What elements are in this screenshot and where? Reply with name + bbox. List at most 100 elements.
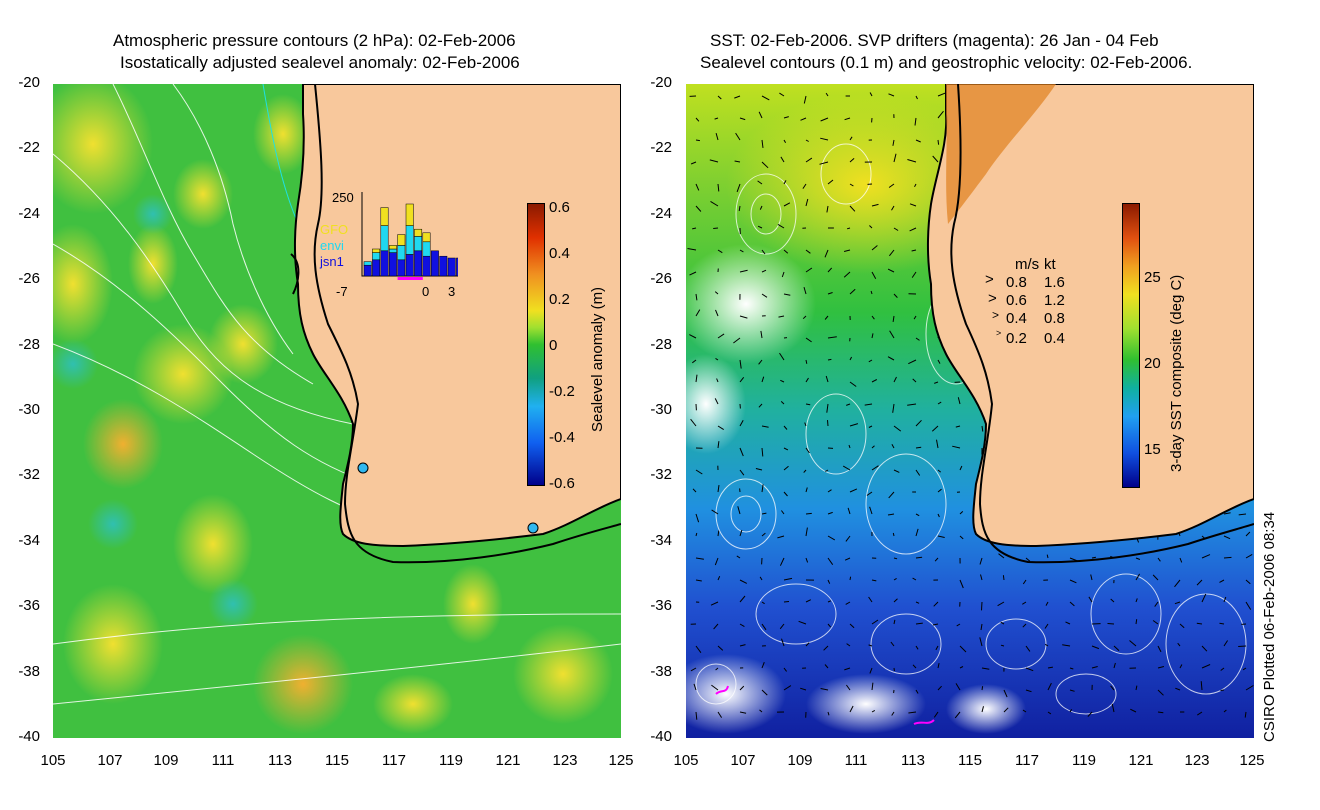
velocity-arrow: [871, 579, 877, 582]
velocity-arrow: [738, 205, 741, 212]
velocity-arrow: [805, 377, 809, 383]
velocity-arrow: [1047, 711, 1052, 715]
velocity-arrow: [803, 95, 807, 104]
velocity-arrow: [893, 153, 897, 163]
velocity-arrow: [805, 512, 812, 515]
velocity-arrow: [710, 601, 719, 606]
velocity-arrow: [871, 682, 874, 691]
velocity-arrow: [955, 425, 961, 428]
velocity-arrow: [820, 137, 829, 141]
velocity-arrow: [1197, 711, 1203, 716]
velocity-arrow: [1000, 621, 1005, 625]
velocity-arrow: [803, 286, 807, 295]
right-ytick-7: -34: [650, 532, 672, 549]
velocity-arrow: [1091, 666, 1098, 669]
right-xtick-7: 119: [1072, 752, 1096, 769]
velocity-arrow: [761, 601, 765, 605]
velocity-arrow: [959, 579, 964, 589]
velocity-arrow: [781, 638, 785, 647]
velocity-arrow: [1025, 667, 1034, 672]
velocity-arrow: [915, 446, 922, 449]
right-xtick-6: 117: [1015, 752, 1039, 769]
velocity-arrow: [891, 711, 895, 716]
velocity-arrow: [1046, 554, 1049, 559]
velocity-arrow: [1045, 601, 1049, 606]
velocity-arrow: [868, 596, 873, 603]
velocity-arrow: [933, 711, 939, 718]
velocity-arrow: [783, 667, 787, 672]
velocity-arrow: [737, 506, 741, 515]
vkey-kt-3: 0.4: [1044, 330, 1065, 347]
inset-bar-jsn1-9: [439, 255, 448, 277]
velocity-arrow: [980, 574, 983, 581]
velocity-arrow: [805, 527, 808, 537]
velocity-arrow: [739, 249, 744, 253]
velocity-arrow: [959, 645, 967, 653]
velocity-arrow: [759, 709, 763, 713]
velocity-arrow: [931, 425, 939, 432]
right-ytick-4: -28: [650, 336, 672, 353]
velocity-arrow: [1152, 620, 1159, 625]
velocity-arrow: [783, 116, 789, 119]
velocity-arrow: [802, 315, 807, 320]
velocity-arrow: [914, 117, 917, 126]
velocity-arrow: [1223, 596, 1227, 603]
right-ytick-0: -20: [650, 74, 672, 91]
velocity-arrow: [1201, 593, 1207, 603]
velocity-arrow: [761, 662, 765, 669]
velocity-arrow: [912, 577, 917, 581]
velocity-arrow: [891, 205, 895, 211]
velocity-arrow: [871, 445, 875, 449]
velocity-arrow: [805, 198, 809, 207]
inset-x-min: -7: [336, 284, 348, 299]
velocity-arrow: [842, 465, 851, 471]
vkey-ms-0: 0.8: [1006, 274, 1027, 291]
velocity-arrow: [1003, 689, 1008, 698]
velocity-arrow: [827, 267, 833, 273]
right-ytick-6: -32: [650, 466, 672, 483]
inset-ymax: 250: [332, 190, 354, 205]
velocity-arrow: [1219, 622, 1225, 625]
right-ytick-8: -36: [650, 597, 672, 614]
velocity-arrow: [909, 203, 917, 207]
velocity-arrow: [805, 249, 811, 254]
velocity-arrow: [825, 375, 829, 383]
velocity-arrow: [849, 205, 856, 212]
velocity-arrow: [959, 535, 964, 540]
right-ytick-10: -40: [650, 728, 672, 745]
right-ytick-3: -26: [650, 270, 672, 287]
velocity-arrow: [936, 439, 939, 449]
velocity-arrow: [734, 160, 741, 163]
sl-tick-5: -0.4: [549, 429, 575, 446]
velocity-arrow: [889, 330, 895, 339]
velocity-arrow: [827, 179, 834, 185]
velocity-arrow: [915, 601, 920, 604]
velocity-arrow: [827, 600, 831, 603]
velocity-arrow: [1135, 685, 1138, 691]
velocity-arrow: [825, 92, 829, 97]
inset-bar-envi-7: [422, 241, 431, 257]
right-xtick-10: 125: [1239, 752, 1265, 769]
pilbara-warm-land: [946, 84, 1056, 224]
velocity-arrow: [849, 356, 853, 361]
velocity-arrow: [937, 92, 947, 97]
velocity-arrow: [1238, 645, 1247, 647]
velocity-arrow: [1201, 664, 1211, 669]
right-xtick-8: 121: [1128, 752, 1154, 769]
velocity-arrow: [820, 688, 829, 691]
velocity-arrow: [868, 359, 873, 363]
velocity-arrow: [937, 110, 944, 119]
velocity-arrow: [758, 403, 763, 408]
velocity-arrow: [783, 491, 788, 497]
velocity-arrow: [695, 309, 701, 317]
sst-tick-15: 15: [1144, 441, 1161, 458]
velocity-arrow: [1238, 513, 1247, 516]
velocity-arrow: [912, 378, 917, 383]
velocity-arrow: [1069, 689, 1075, 692]
velocity-arrow: [713, 623, 719, 630]
velocity-arrow: [849, 136, 853, 141]
sl-tick-4: -0.2: [549, 383, 575, 400]
velocity-arrow: [827, 358, 832, 361]
velocity-arrow: [1110, 685, 1115, 691]
velocity-arrow: [1025, 689, 1032, 693]
